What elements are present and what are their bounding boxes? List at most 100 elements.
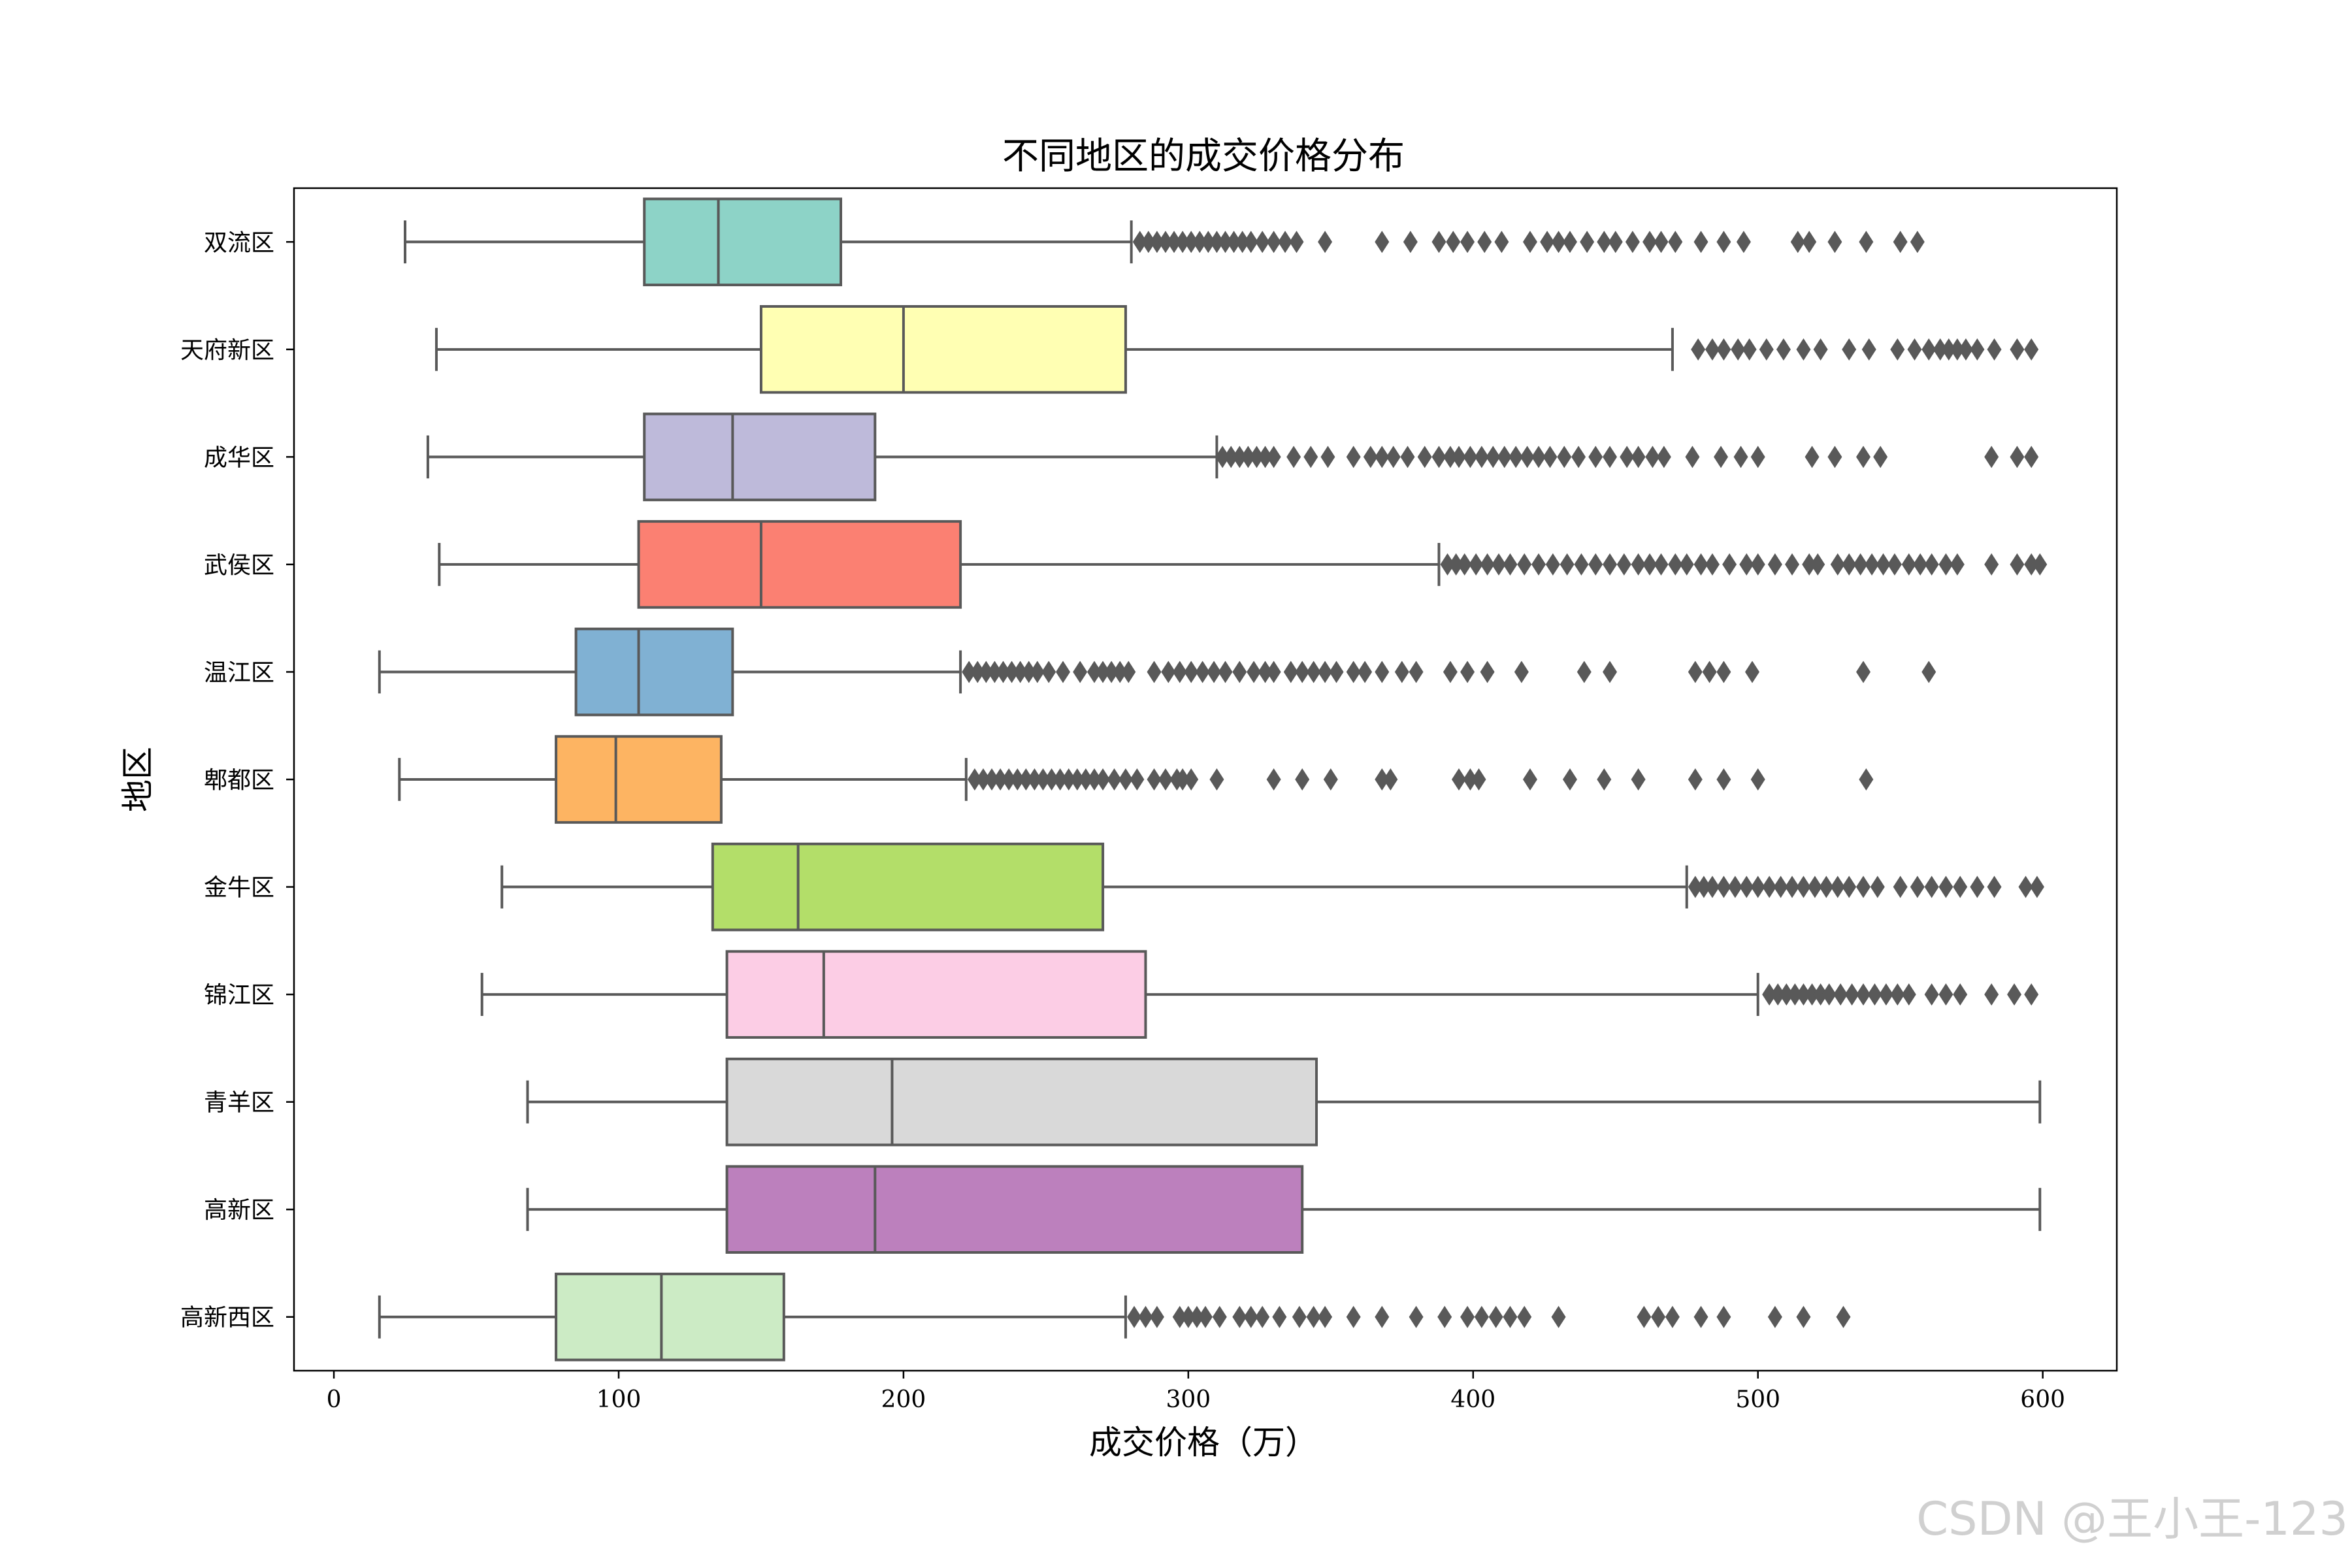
outlier-point <box>1431 446 1446 468</box>
outlier-point <box>1232 1305 1247 1328</box>
outlier-point <box>1745 661 1759 683</box>
outlier-point <box>1474 446 1489 468</box>
outlier-point <box>1736 231 1751 253</box>
box-group <box>526 1165 2042 1254</box>
outlier-point <box>1608 231 1623 253</box>
outlier-point <box>1805 983 1820 1006</box>
outlier-point <box>1121 661 1136 683</box>
outlier-point <box>1739 875 1754 898</box>
outlier-point <box>1767 553 1782 576</box>
outlier-point <box>1201 231 1216 253</box>
outlier-point <box>1656 446 1671 468</box>
outlier-point <box>1289 231 1304 253</box>
outlier-point <box>1192 231 1207 253</box>
outlier-point <box>1417 446 1432 468</box>
outlier-point <box>1494 231 1509 253</box>
outlier-point <box>1306 1305 1321 1328</box>
outlier-point <box>1235 231 1250 253</box>
outlier-point <box>1198 1305 1213 1328</box>
outlier-point <box>2029 875 2044 898</box>
outlier-point <box>1893 231 1908 253</box>
outlier-point <box>1921 661 1936 683</box>
outlier-point <box>1292 1305 1307 1328</box>
outlier-point <box>1266 768 1281 791</box>
outlier-point <box>1443 446 1458 468</box>
x-axis-label: 成交价格（万） <box>1089 1424 1318 1462</box>
y-tick-label: 天府新区 <box>180 337 274 364</box>
outlier-point <box>1184 231 1199 253</box>
outlier-point <box>1195 661 1210 683</box>
outlier-point <box>1509 446 1524 468</box>
iqr-box <box>711 842 1105 932</box>
x-tick-label: 400 <box>1450 1386 1495 1413</box>
outlier-point <box>1184 768 1199 791</box>
outlier-point <box>1856 446 1871 468</box>
outlier-point <box>1149 1305 1164 1328</box>
x-tick-label: 500 <box>1735 1386 1780 1413</box>
outlier-point <box>1118 768 1133 791</box>
outlier-point <box>1243 1305 1258 1328</box>
outlier-point <box>1773 875 1788 898</box>
outlier-point <box>1654 553 1669 576</box>
outlier-point <box>1938 875 1953 898</box>
outlier-point <box>1688 875 1703 898</box>
outlier-point <box>1950 338 1965 361</box>
outlier-point <box>1243 231 1258 253</box>
outlier-point <box>1086 661 1102 683</box>
outlier-point <box>1517 553 1532 576</box>
outlier-point <box>1853 553 1868 576</box>
outlier-point <box>1113 661 1128 683</box>
outlier-point <box>985 768 1000 791</box>
x-tick-label: 600 <box>2020 1386 2065 1413</box>
outlier-point <box>1731 338 1746 361</box>
outlier-point <box>1910 875 1925 898</box>
outlier-point <box>1147 661 1162 683</box>
outlier-point <box>1716 661 1731 683</box>
outlier-point <box>1616 553 1631 576</box>
outlier-point <box>1323 768 1338 791</box>
outlier-point <box>1984 553 1999 576</box>
outlier-point <box>1189 1305 1204 1328</box>
outlier-point <box>1631 553 1646 576</box>
outlier-point <box>1796 875 1811 898</box>
outlier-point <box>1631 446 1646 468</box>
outlier-point <box>1733 446 1748 468</box>
outlier-point <box>1876 553 1891 576</box>
outlier-point <box>1358 661 1373 683</box>
outlier-point <box>1705 553 1720 576</box>
outlier-point <box>1149 231 1164 253</box>
outlier-point <box>1901 983 1916 1006</box>
outlier-point <box>1329 661 1344 683</box>
outlier-point <box>1266 446 1281 468</box>
outlier-point <box>996 661 1011 683</box>
outlier-point <box>1375 1305 1390 1328</box>
outlier-point <box>1625 231 1640 253</box>
outlier-point <box>1249 446 1264 468</box>
box-group <box>434 305 2039 394</box>
box-group <box>378 1272 1851 1362</box>
outlier-point <box>1856 983 1871 1006</box>
outlier-point <box>1597 768 1612 791</box>
iqr-box <box>555 735 723 824</box>
outlier-point <box>1457 553 1472 576</box>
outlier-point <box>1727 875 1742 898</box>
outlier-point <box>1096 661 1111 683</box>
outlier-point <box>1446 231 1461 253</box>
outlier-point <box>987 661 1002 683</box>
outlier-point <box>1588 553 1603 576</box>
outlier-point <box>1437 1305 1452 1328</box>
outlier-point <box>1984 446 1999 468</box>
outlier-point <box>1750 553 1765 576</box>
y-tick-label: 高新区 <box>204 1197 274 1224</box>
outlier-point <box>1654 231 1669 253</box>
outlier-point <box>1409 661 1424 683</box>
outlier-point <box>1209 768 1224 791</box>
y-tick-label: 成华区 <box>204 444 274 471</box>
iqr-box <box>574 627 734 717</box>
outlier-point <box>1041 661 1056 683</box>
outlier-point <box>2010 446 2025 468</box>
outlier-point <box>1907 338 1922 361</box>
iqr-box <box>643 412 877 502</box>
outlier-point <box>1258 446 1273 468</box>
outlier-point <box>1346 446 1361 468</box>
